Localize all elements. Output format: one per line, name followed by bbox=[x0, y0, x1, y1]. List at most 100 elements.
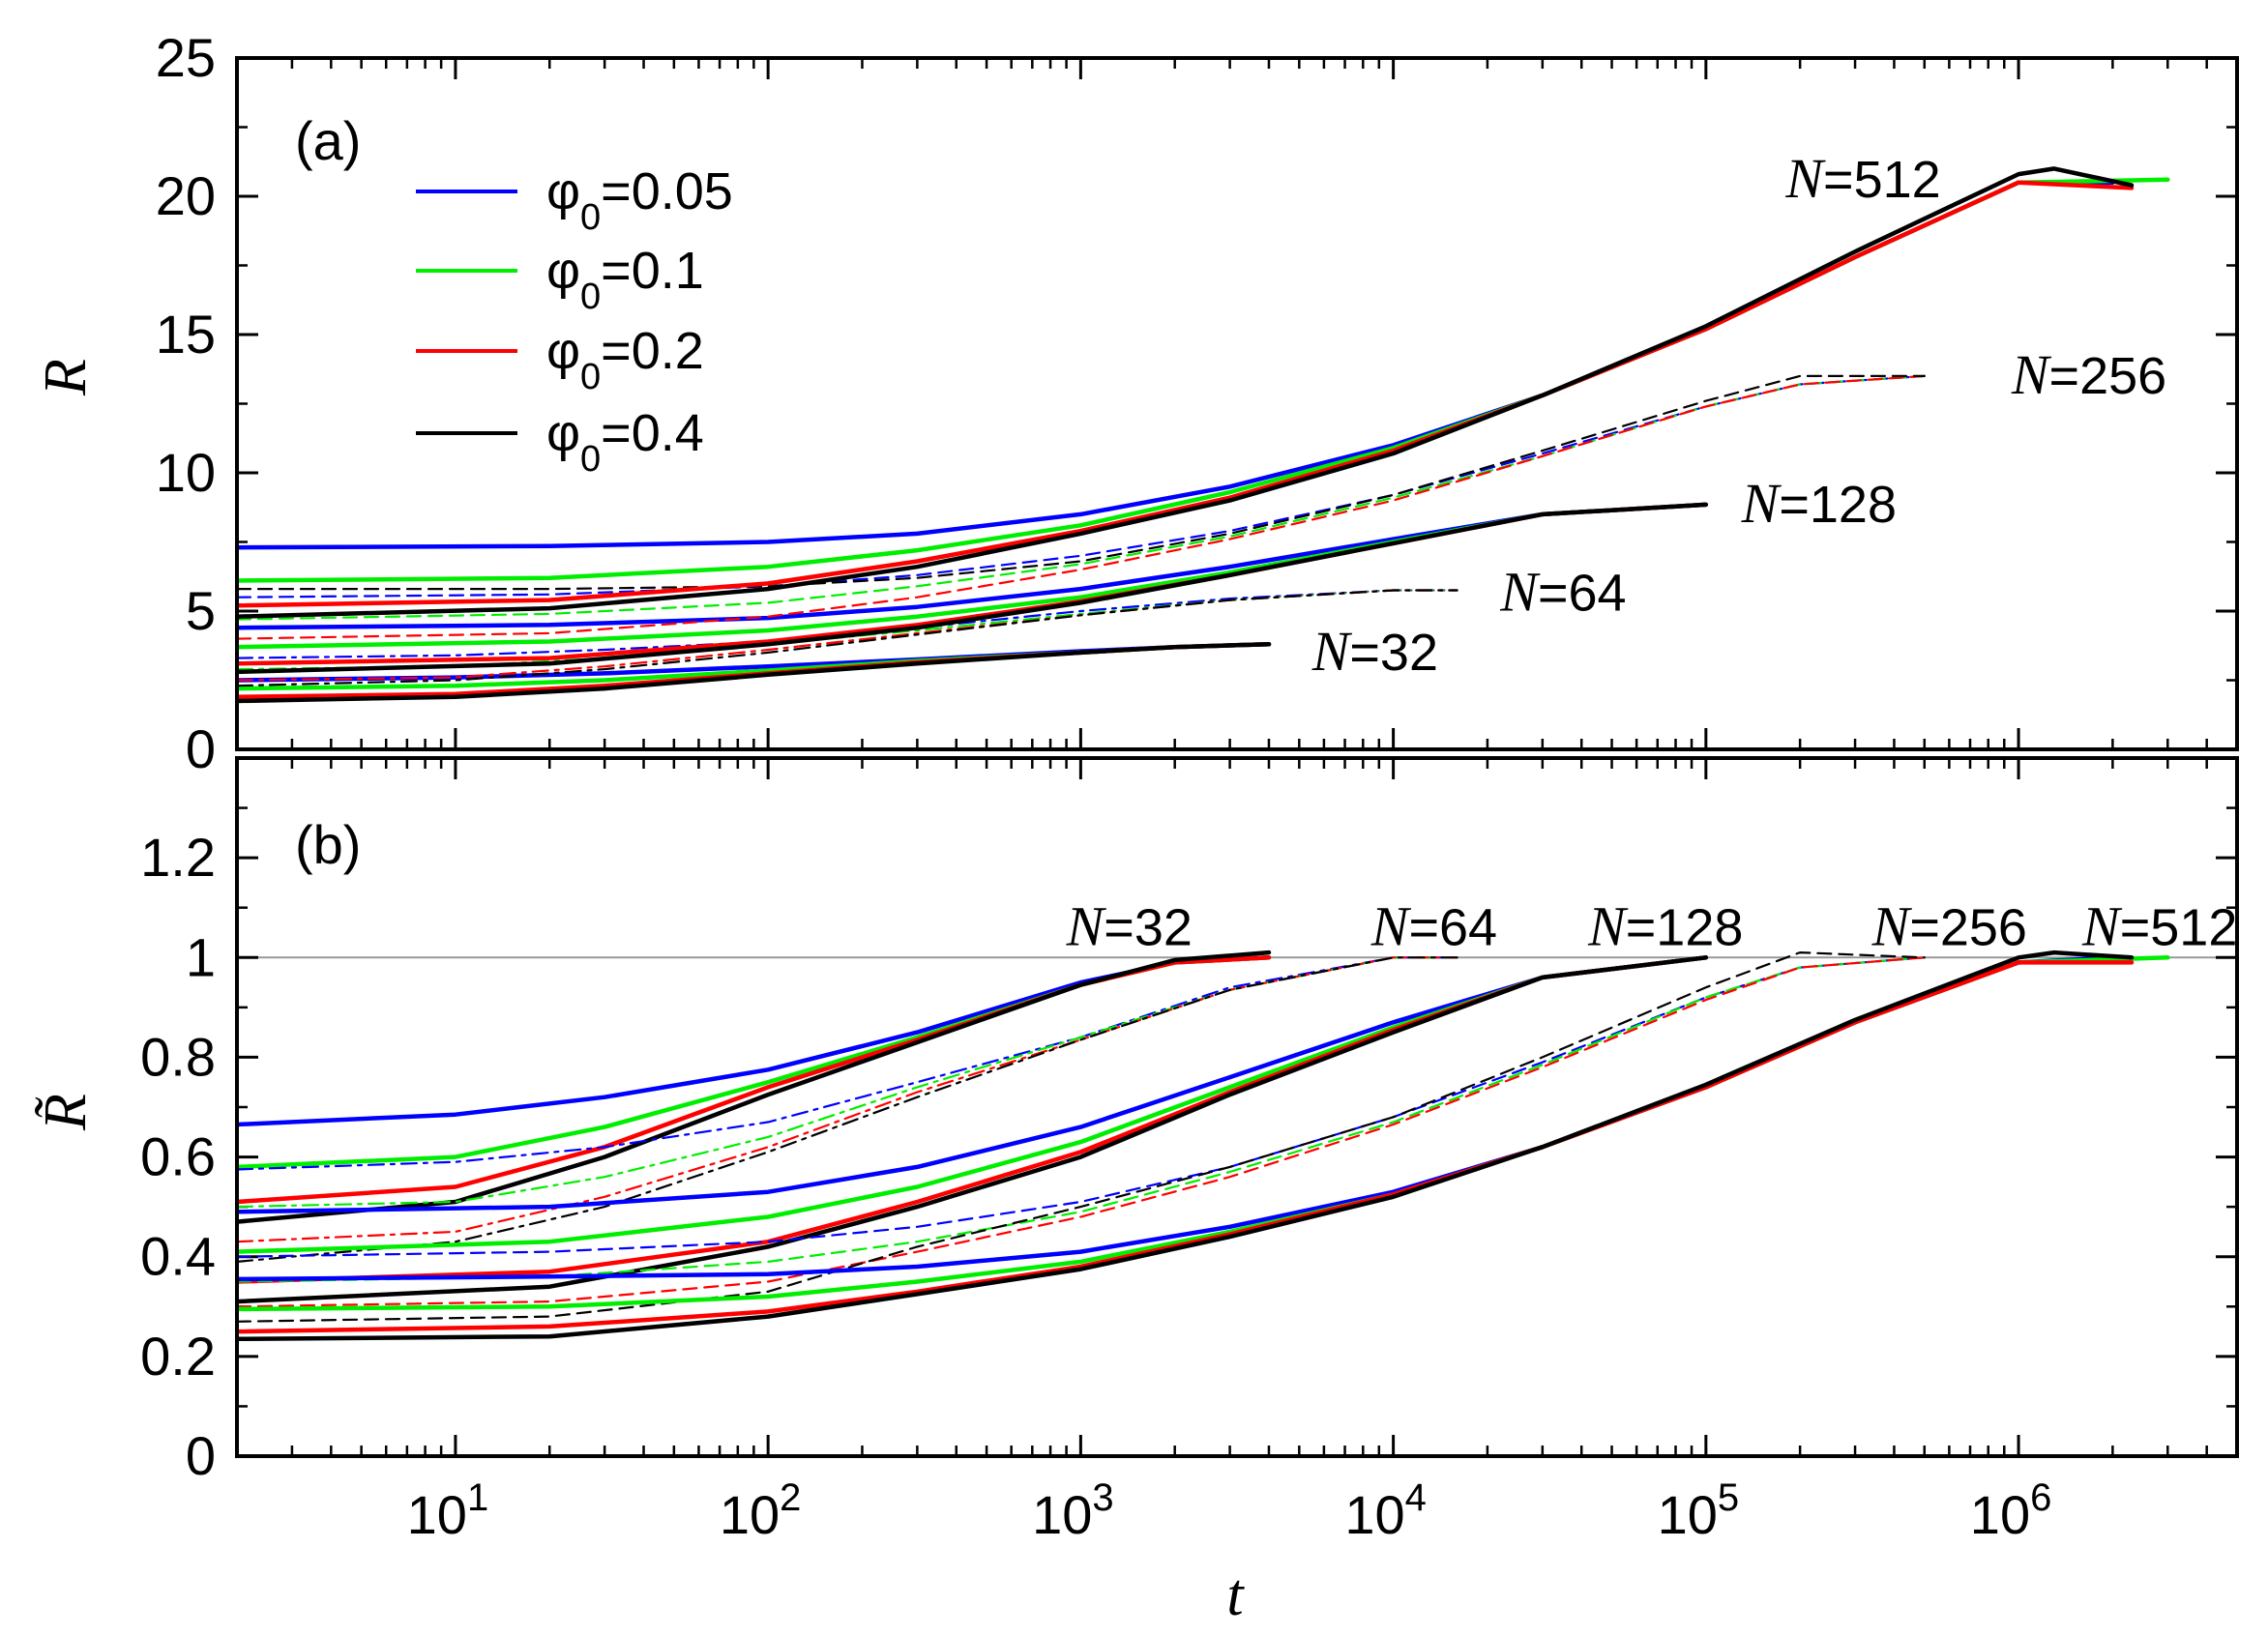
panel-b-frame bbox=[235, 756, 2239, 1458]
series-line-N256 bbox=[237, 956, 1926, 1283]
series-line-N64 bbox=[237, 956, 1458, 1263]
n-label-value: =128 bbox=[1626, 898, 1744, 956]
series-line-N64 bbox=[237, 589, 1458, 687]
n-label: N=256 bbox=[2011, 343, 2166, 406]
x-tick-label-exponent: 2 bbox=[780, 1476, 801, 1519]
n-label-value: =512 bbox=[1823, 151, 1941, 209]
n-label-symbol: N bbox=[1587, 894, 1629, 957]
y-tick-label: 5 bbox=[186, 580, 216, 641]
y-tick-label: 0.6 bbox=[140, 1126, 216, 1187]
series-line-N64 bbox=[237, 956, 1458, 1243]
n-label: N=128 bbox=[1741, 472, 1897, 535]
n-label: N=32 bbox=[1311, 620, 1438, 683]
panel-b: 00.20.40.60.811.2 101 102 103 104 105 106 (b)… bbox=[33, 756, 2239, 1628]
y-tick-label: 0.4 bbox=[140, 1226, 216, 1287]
panel-a-curves bbox=[237, 166, 2170, 704]
series-line-N32 bbox=[237, 642, 1272, 704]
series-line-N256 bbox=[237, 374, 1926, 640]
legend-item: φ0=0.2 bbox=[416, 322, 704, 397]
n-label-value: =128 bbox=[1779, 476, 1897, 534]
x-tick-label-base: 10 bbox=[407, 1484, 467, 1545]
x-tick-label-exponent: 5 bbox=[1718, 1476, 1739, 1519]
x-tick-label: 104 bbox=[1344, 1476, 1427, 1545]
series-line-N128 bbox=[237, 502, 1709, 675]
n-label-symbol: N bbox=[1499, 560, 1541, 623]
n-label: N=128 bbox=[1587, 894, 1743, 957]
y-tick-label: 25 bbox=[156, 27, 216, 88]
x-tick-label: 101 bbox=[407, 1476, 489, 1545]
n-label-symbol: N bbox=[2011, 343, 2052, 406]
n-label: N=64 bbox=[1370, 894, 1497, 957]
y-tick-label: 10 bbox=[156, 442, 216, 503]
legend: φ0=0.05 φ0=0.1 φ0=0.2 φ0=0.4 bbox=[416, 162, 733, 480]
y-tick-label: 0.8 bbox=[140, 1026, 216, 1087]
y-tick-label: 0.2 bbox=[140, 1326, 216, 1387]
panel-a-frame bbox=[235, 56, 2239, 751]
x-tick-label-base: 10 bbox=[1658, 1484, 1718, 1545]
x-tick-label-base: 10 bbox=[720, 1484, 780, 1545]
series-line-N512 bbox=[237, 949, 2135, 1342]
n-label-value: =64 bbox=[1408, 898, 1497, 956]
n-label-symbol: N bbox=[2081, 894, 2123, 957]
x-tick-label: 103 bbox=[1032, 1476, 1114, 1545]
panel-b-y-tick-labels: 0 0.2 0.4 0.6 0.8 1 1.2 bbox=[140, 827, 216, 1486]
panel-a-label: (a) bbox=[295, 110, 361, 171]
legend-label: φ0=0.05 bbox=[546, 162, 733, 238]
panel-a: 0 5 10 15 20 25 (a) R φ0=0.05 φ0=0.1 φ0=0.2 φ… bbox=[33, 27, 2239, 779]
x-tick-label: 106 bbox=[1970, 1476, 2052, 1545]
n-label-symbol: N bbox=[1784, 147, 1826, 210]
x-tick-label-base: 10 bbox=[1970, 1484, 2030, 1545]
x-axis-label: t bbox=[1226, 1563, 1245, 1628]
series-line-N256 bbox=[237, 374, 1926, 621]
n-label-symbol: N bbox=[1066, 894, 1107, 957]
legend-label: φ0=0.1 bbox=[546, 242, 704, 317]
legend-item: φ0=0.4 bbox=[416, 404, 704, 480]
legend-label: φ0=0.2 bbox=[546, 322, 704, 397]
x-tick-label-base: 10 bbox=[1032, 1484, 1092, 1545]
y-tick-label: 1.2 bbox=[140, 827, 216, 888]
panel-b-curves bbox=[237, 949, 2170, 1342]
n-label-value: =256 bbox=[1909, 898, 2027, 956]
panel-b-annotations: N=32 N=64 N=128 N=256 N=512 bbox=[1066, 894, 2238, 957]
series-line-N128 bbox=[237, 955, 1709, 1304]
n-label: N=512 bbox=[1784, 147, 1940, 210]
x-tick-labels: 101 102 103 104 105 106 bbox=[407, 1476, 2052, 1545]
n-label-value: =256 bbox=[2049, 347, 2167, 405]
x-tick-label-exponent: 3 bbox=[1092, 1476, 1113, 1519]
y-tick-label: 20 bbox=[156, 165, 216, 226]
x-tick-label: 105 bbox=[1658, 1476, 1740, 1545]
legend-item: φ0=0.1 bbox=[416, 242, 704, 317]
legend-item: φ0=0.05 bbox=[416, 162, 733, 238]
x-tick-label-exponent: 6 bbox=[2030, 1476, 2051, 1519]
n-label-value: =32 bbox=[1349, 624, 1438, 682]
y-tick-label: 0 bbox=[186, 718, 216, 779]
legend-label: φ0=0.4 bbox=[546, 404, 704, 480]
x-tick-label-exponent: 4 bbox=[1405, 1476, 1427, 1519]
x-tick-label-exponent: 1 bbox=[467, 1476, 488, 1519]
series-line-N256 bbox=[237, 956, 1926, 1308]
n-label: N=32 bbox=[1066, 894, 1193, 957]
n-label-symbol: N bbox=[1871, 894, 1913, 957]
series-line-N32 bbox=[237, 949, 1272, 1224]
n-label-value: =512 bbox=[2120, 898, 2238, 956]
series-line-N512 bbox=[237, 960, 2135, 1334]
panel-b-label: (b) bbox=[295, 814, 361, 875]
series-line-N512 bbox=[237, 180, 2135, 608]
y-tick-label: 15 bbox=[156, 304, 216, 365]
y-tick-label: 1 bbox=[186, 926, 216, 987]
y-tick-label: 0 bbox=[186, 1425, 216, 1486]
series-line-N64 bbox=[237, 589, 1458, 682]
n-label-value: =32 bbox=[1104, 898, 1193, 956]
x-tick-label-base: 10 bbox=[1344, 1484, 1404, 1545]
n-label-symbol: N bbox=[1311, 620, 1353, 683]
n-label-symbol: N bbox=[1741, 472, 1782, 535]
n-label: N=256 bbox=[1871, 894, 2027, 957]
series-line-N512 bbox=[237, 166, 2135, 619]
panel-b-y-axis-label: R̃ bbox=[33, 1094, 99, 1131]
n-label: N=64 bbox=[1499, 560, 1626, 623]
panel-a-y-tick-labels: 0 5 10 15 20 25 bbox=[156, 27, 216, 779]
panel-a-y-axis-label: R bbox=[33, 359, 99, 396]
